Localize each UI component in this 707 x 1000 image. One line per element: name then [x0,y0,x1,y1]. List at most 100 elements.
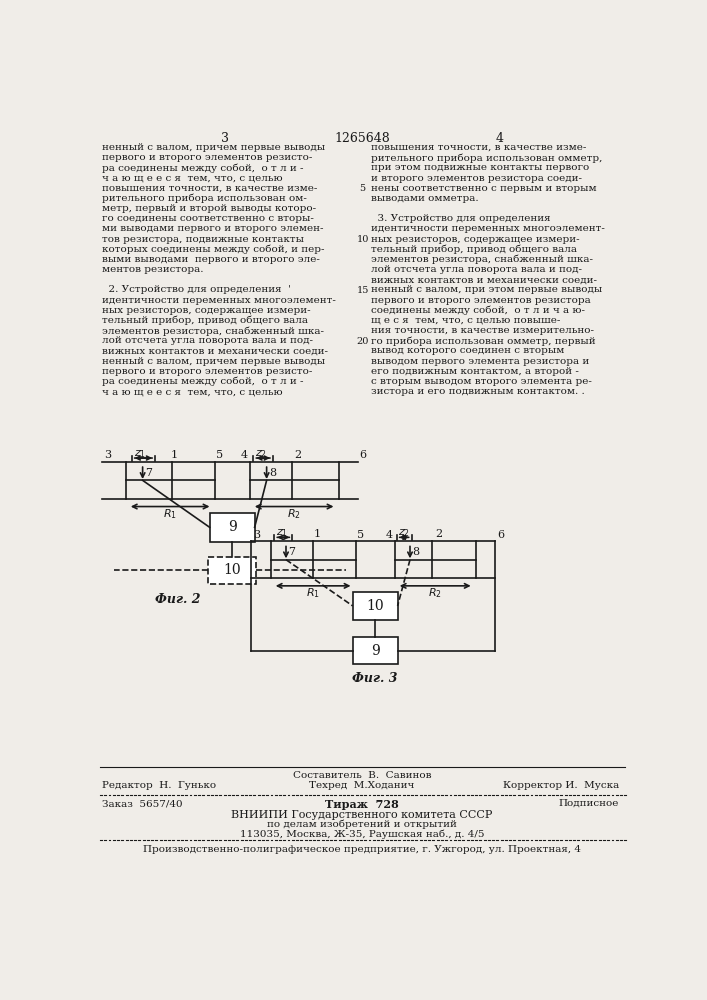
Text: идентичности переменных многоэлемент-: идентичности переменных многоэлемент- [102,296,335,305]
Text: 3: 3 [221,132,229,145]
Text: 8: 8 [269,468,276,478]
Text: выми выводами  первого и второго эле-: выми выводами первого и второго эле- [102,255,320,264]
Text: 5: 5 [357,530,364,540]
Text: ВНИИПИ Государственного комитета СССР: ВНИИПИ Государственного комитета СССР [231,810,493,820]
Text: первого и второго элементов резистора: первого и второго элементов резистора [371,296,591,305]
Text: Составитель  В.  Савинов: Составитель В. Савинов [293,771,431,780]
Text: ч а ю щ е е с я  тем, что, с целью: ч а ю щ е е с я тем, что, с целью [102,174,282,183]
Text: Редактор  Н.  Гунько: Редактор Н. Гунько [103,781,216,790]
Text: 1: 1 [170,450,177,460]
Text: Подписное: Подписное [559,799,619,808]
Bar [250,462,339,499]
Text: тельный прибор, привод общего вала: тельный прибор, привод общего вала [371,245,577,254]
Text: го прибора использован омметр, первый: го прибора использован омметр, первый [371,336,596,346]
Text: Тираж  728: Тираж 728 [325,799,399,810]
Text: 2: 2 [294,450,302,460]
Text: 3: 3 [104,450,111,460]
Text: метр, первый и второй выводы которо-: метр, первый и второй выводы которо- [102,204,315,213]
Text: вывод которого соединен с вторым: вывод которого соединен с вторым [371,346,565,355]
Text: рительного прибора использован ом-: рительного прибора использован ом- [102,194,306,203]
Text: по делам изобретений и открытий: по делам изобретений и открытий [267,820,457,829]
Text: $z_2$: $z_2$ [397,527,409,539]
Text: лой отсчета угла поворота вала и под-: лой отсчета угла поворота вала и под- [371,265,583,274]
Text: 7: 7 [145,468,152,478]
Bar [271,541,356,578]
Text: $R_1$: $R_1$ [306,587,320,600]
Text: 3: 3 [252,530,259,540]
Text: щ е с я  тем, что, с целью повыше-: щ е с я тем, что, с целью повыше- [371,316,561,325]
Text: первого и второго элементов резисто-: первого и второго элементов резисто- [102,367,312,376]
Text: ных резисторов, содержащее измери-: ных резисторов, содержащее измери- [371,235,580,244]
Text: ми выводами первого и второго элемен-: ми выводами первого и второго элемен- [102,224,323,233]
Text: $z_1$: $z_1$ [134,448,146,460]
Text: 15: 15 [356,286,369,295]
Text: выводом первого элемента резистора и: выводом первого элемента резистора и [371,357,590,366]
Text: ч а ю щ е е с я  тем, что, с целью: ч а ю щ е е с я тем, что, с целью [102,387,282,396]
Text: Техред  М.Ходанич: Техред М.Ходанич [309,781,414,790]
Bar [208,557,256,584]
Text: 5: 5 [360,184,366,193]
Text: Корректор И.  Муска: Корректор И. Муска [503,781,619,790]
Text: го соединены соответственно с вторы-: го соединены соответственно с вторы- [102,214,313,223]
Text: $z_1$: $z_1$ [276,527,288,539]
Text: 5: 5 [216,450,223,460]
Text: 10: 10 [223,563,241,577]
Text: ненный с валом, причем первые выводы: ненный с валом, причем первые выводы [102,357,325,366]
Text: $R_2$: $R_2$ [428,587,442,600]
Bar [395,541,476,578]
Bar [353,592,397,620]
Text: 2: 2 [436,529,443,539]
Text: 20: 20 [356,337,369,346]
Text: Заказ  5657/40: Заказ 5657/40 [103,799,183,808]
Text: вижных контактов и механически соеди-: вижных контактов и механически соеди- [371,275,597,284]
Text: 4: 4 [386,530,393,540]
Text: 8: 8 [412,547,419,557]
Text: ра соединены между собой,  о т л и -: ра соединены между собой, о т л и - [102,163,303,173]
Text: $z_2$: $z_2$ [255,448,267,460]
Text: $R_1$: $R_1$ [163,507,177,521]
Text: Производственно-полиграфическое предприятие, г. Ужгород, ул. Проектная, 4: Производственно-полиграфическое предприя… [143,845,581,854]
Text: лой отсчета угла поворота вала и под-: лой отсчета угла поворота вала и под- [102,336,312,345]
Text: Фиг. 2: Фиг. 2 [155,593,201,606]
Text: 7: 7 [288,547,296,557]
Text: тов резистора, подвижные контакты: тов резистора, подвижные контакты [102,235,303,244]
Text: при этом подвижные контакты первого: при этом подвижные контакты первого [371,163,590,172]
Text: его подвижным контактом, а второй -: его подвижным контактом, а второй - [371,367,579,376]
Text: 6: 6 [497,530,504,540]
Text: 9: 9 [370,644,380,658]
Text: 1265648: 1265648 [334,132,390,145]
Text: вижных контактов и механически соеди-: вижных контактов и механически соеди- [102,346,327,355]
Text: тельный прибор, привод общего вала: тельный прибор, привод общего вала [102,316,308,325]
Text: $R_2$: $R_2$ [287,507,301,521]
Text: элементов резистора, снабженный шка-: элементов резистора, снабженный шка- [371,255,593,264]
Text: 1: 1 [313,529,320,539]
Text: и второго элементов резистора соеди-: и второго элементов резистора соеди- [371,174,583,183]
Text: ненный с валом, причем первые выводы: ненный с валом, причем первые выводы [102,143,325,152]
Text: 9: 9 [228,520,237,534]
Text: ния точности, в качестве измерительно-: ния точности, в качестве измерительно- [371,326,595,335]
Text: 6: 6 [360,450,367,460]
Text: 10: 10 [356,235,369,244]
Text: рительного прибора использован омметр,: рительного прибора использован омметр, [371,153,602,163]
Text: с вторым выводом второго элемента ре-: с вторым выводом второго элемента ре- [371,377,592,386]
Text: зистора и его подвижным контактом. .: зистора и его подвижным контактом. . [371,387,585,396]
Text: нены соответственно с первым и вторым: нены соответственно с первым и вторым [371,184,597,193]
Text: элементов резистора, снабженный шка-: элементов резистора, снабженный шка- [102,326,324,336]
Text: повышения точности, в качестве изме-: повышения точности, в качестве изме- [371,143,587,152]
Text: 4: 4 [495,132,503,145]
Text: которых соединены между собой, и пер-: которых соединены между собой, и пер- [102,245,324,254]
Text: идентичности переменных многоэлемент-: идентичности переменных многоэлемент- [371,224,605,233]
Text: повышения точности, в качестве изме-: повышения точности, в качестве изме- [102,184,317,193]
Text: 4: 4 [241,450,248,460]
Text: ра соединены между собой,  о т л и -: ра соединены между собой, о т л и - [102,377,303,386]
Text: 10: 10 [366,599,384,613]
Bar [126,462,215,499]
Text: 2. Устройство для определения  ': 2. Устройство для определения ' [102,285,291,294]
Text: ненный с валом, при этом первые выводы: ненный с валом, при этом первые выводы [371,285,602,294]
Text: Фиг. 3: Фиг. 3 [352,672,398,685]
Text: 3. Устройство для определения: 3. Устройство для определения [371,214,551,223]
Text: соединены между собой,  о т л и ч а ю-: соединены между собой, о т л и ч а ю- [371,306,585,315]
Text: ных резисторов, содержащее измери-: ных резисторов, содержащее измери- [102,306,310,315]
Text: 113035, Москва, Ж-35, Раушская наб., д. 4/5: 113035, Москва, Ж-35, Раушская наб., д. … [240,829,484,839]
Bar [210,513,255,542]
